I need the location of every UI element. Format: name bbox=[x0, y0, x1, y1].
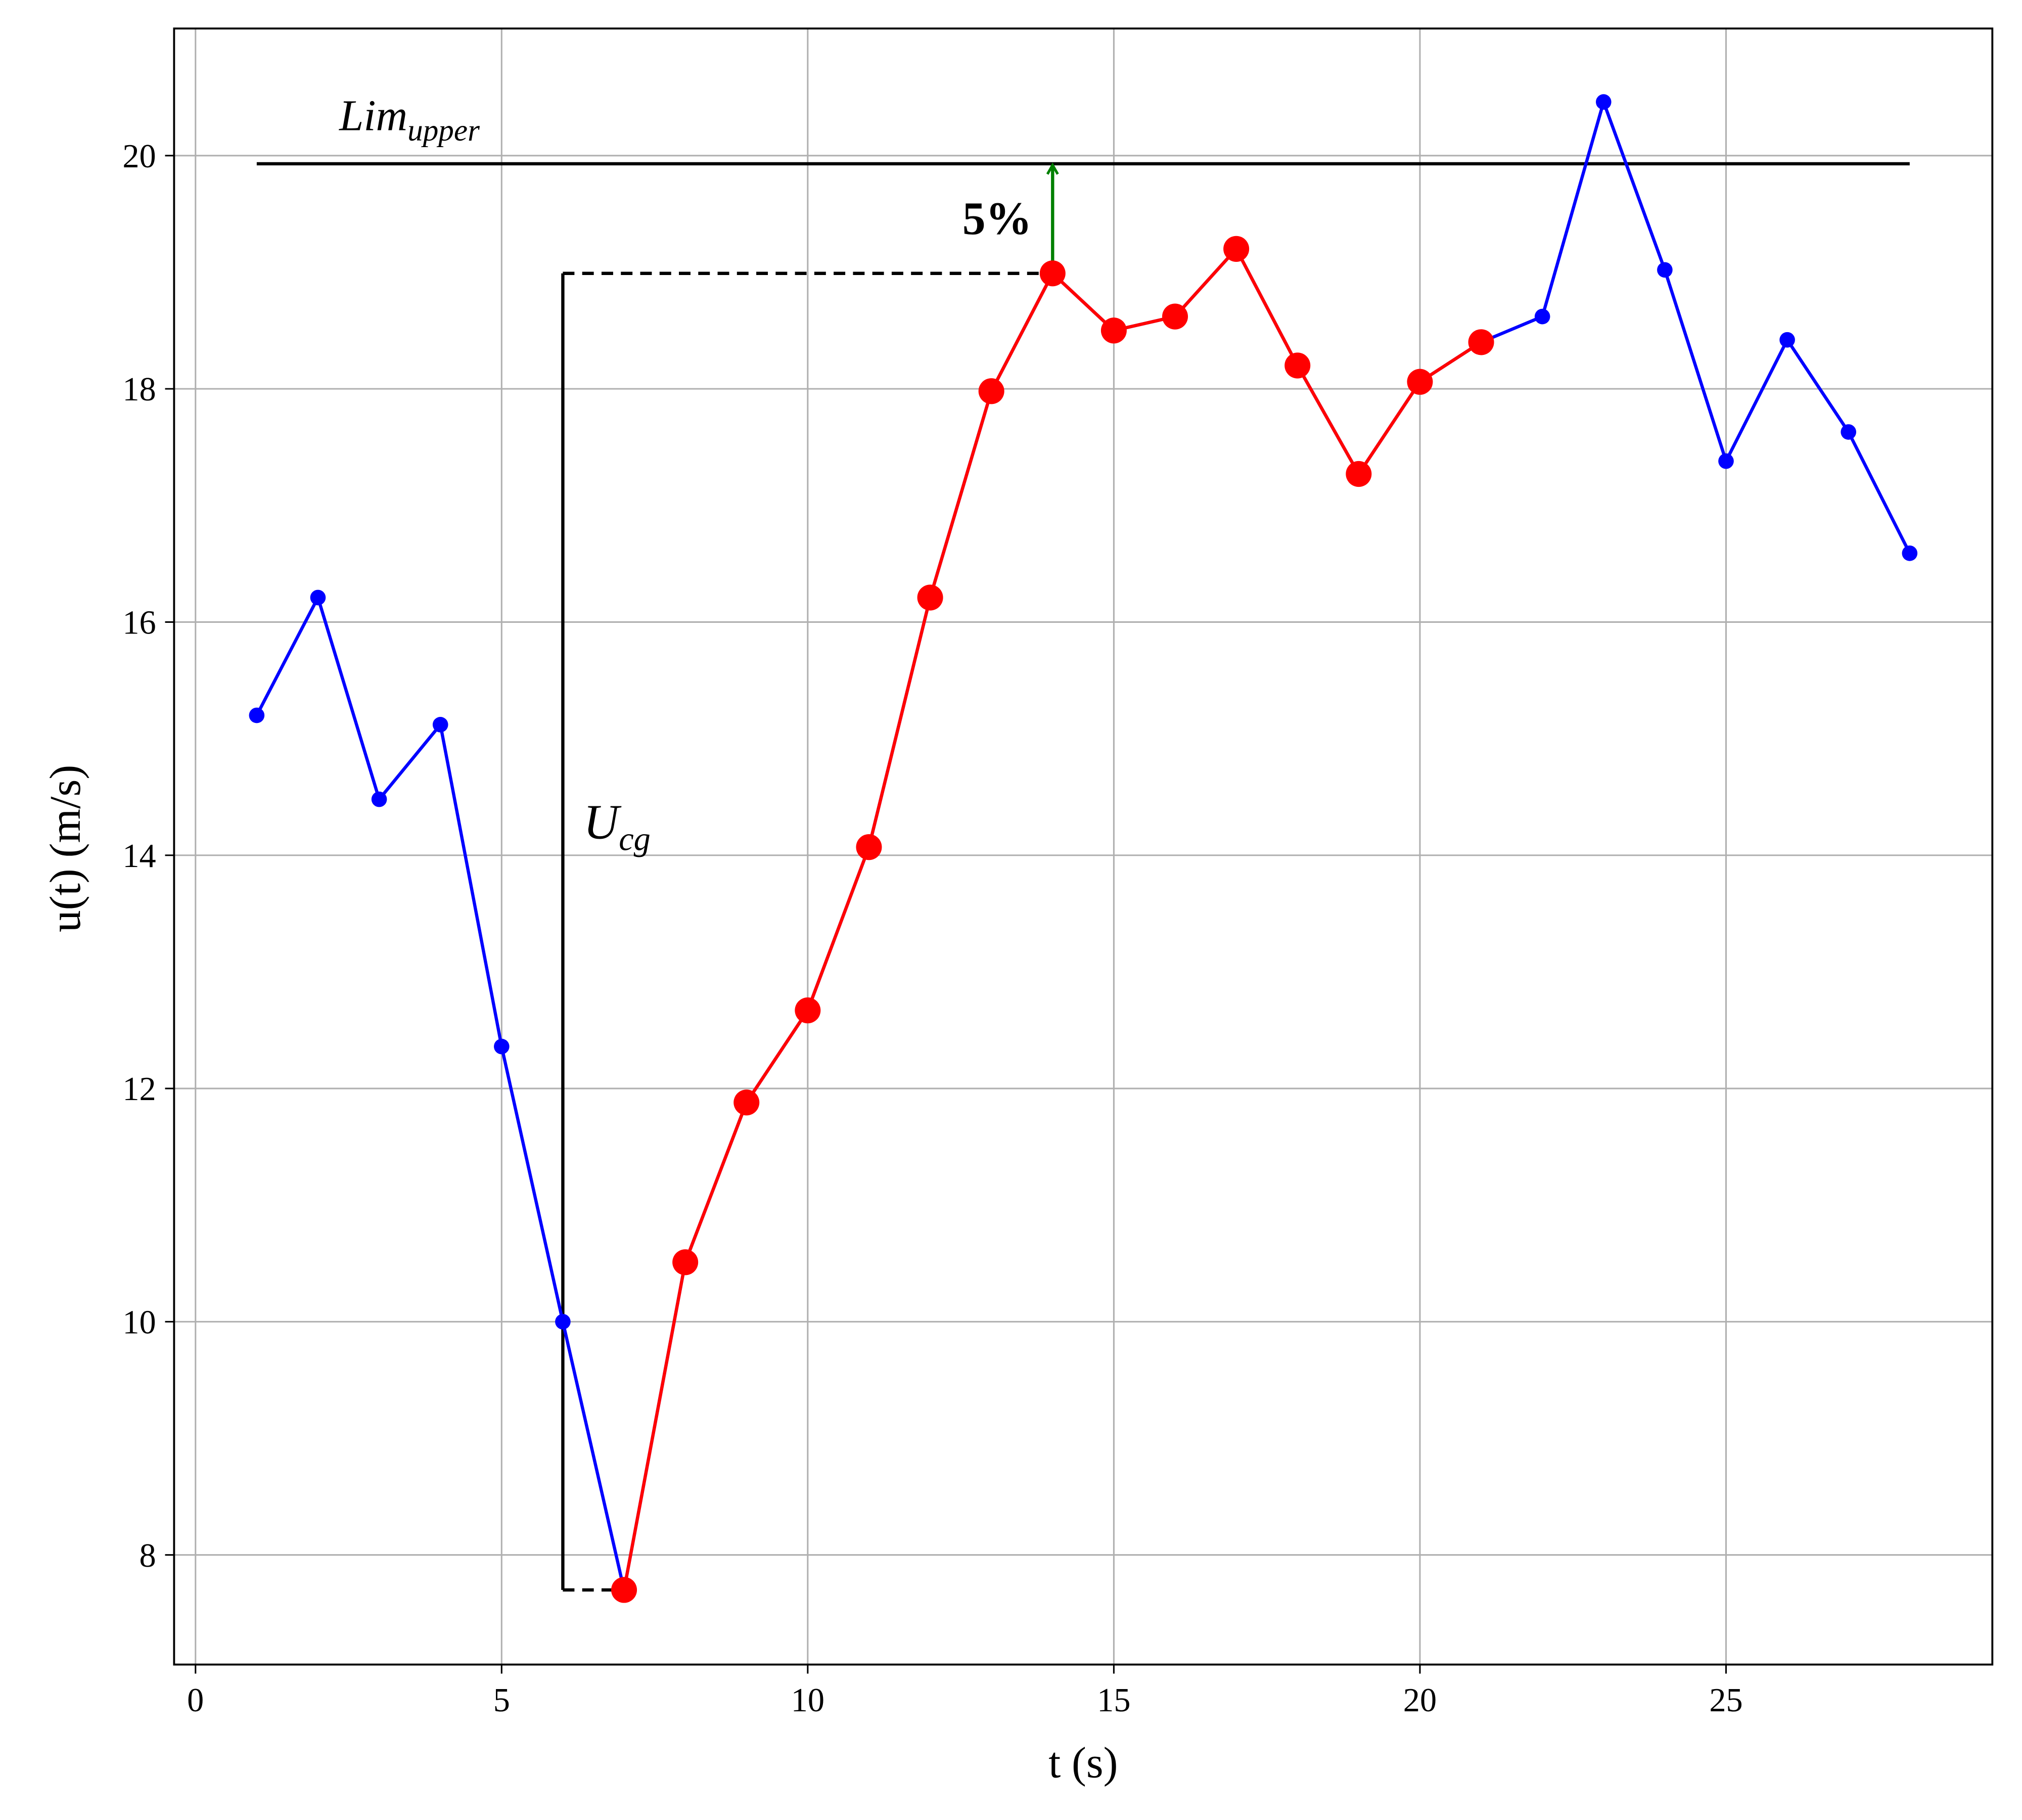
point bbox=[978, 378, 1004, 404]
y-tick-label: 20 bbox=[122, 138, 156, 175]
point bbox=[432, 717, 448, 733]
y-tick-label: 16 bbox=[122, 604, 156, 641]
point bbox=[1779, 332, 1795, 348]
x-tick-label: 0 bbox=[187, 1682, 204, 1719]
gust-label: Ucg bbox=[583, 795, 651, 857]
point bbox=[555, 1314, 571, 1330]
x-tick-label: 5 bbox=[493, 1682, 510, 1719]
point bbox=[1657, 262, 1673, 278]
y-tick-label: 12 bbox=[122, 1071, 156, 1108]
x-tick-label: 20 bbox=[1403, 1682, 1437, 1719]
point bbox=[795, 997, 821, 1024]
point bbox=[371, 791, 387, 807]
point bbox=[1223, 236, 1250, 262]
x-tick-label: 15 bbox=[1097, 1682, 1130, 1719]
point bbox=[1468, 329, 1494, 355]
point bbox=[494, 1038, 510, 1055]
y-tick-label: 18 bbox=[122, 371, 156, 408]
x-tick-label: 10 bbox=[791, 1682, 824, 1719]
point bbox=[917, 584, 943, 611]
point bbox=[249, 707, 265, 723]
gust-subscript: cg bbox=[619, 821, 651, 857]
point bbox=[1534, 308, 1550, 325]
point bbox=[672, 1249, 699, 1276]
point bbox=[1039, 260, 1066, 287]
point bbox=[1902, 545, 1918, 561]
y-tick-label: 14 bbox=[122, 838, 156, 875]
point bbox=[1407, 369, 1433, 395]
x-tick-label: 25 bbox=[1709, 1682, 1742, 1719]
point bbox=[611, 1577, 637, 1603]
point bbox=[1100, 317, 1127, 344]
point bbox=[1841, 424, 1857, 440]
plot-frame bbox=[173, 27, 1994, 1666]
point bbox=[1284, 352, 1311, 379]
point bbox=[856, 834, 882, 860]
y-tick-label: 10 bbox=[122, 1304, 156, 1341]
gust-text: U bbox=[583, 795, 622, 849]
upper-limit-text: Lim bbox=[338, 91, 407, 140]
point bbox=[1162, 303, 1188, 330]
margin-label: 5% bbox=[962, 193, 1032, 244]
point bbox=[1346, 461, 1372, 487]
point bbox=[1595, 94, 1612, 110]
y-axis-label: u(t) (m/s) bbox=[41, 765, 89, 932]
upper-limit-subscript: upper bbox=[407, 113, 480, 148]
x-axis-label: t (s) bbox=[1048, 1738, 1118, 1787]
point bbox=[1718, 453, 1734, 469]
point bbox=[310, 589, 326, 606]
point bbox=[733, 1089, 760, 1116]
upper-limit-label: Limupper bbox=[338, 91, 480, 148]
y-tick-label: 8 bbox=[140, 1537, 156, 1574]
